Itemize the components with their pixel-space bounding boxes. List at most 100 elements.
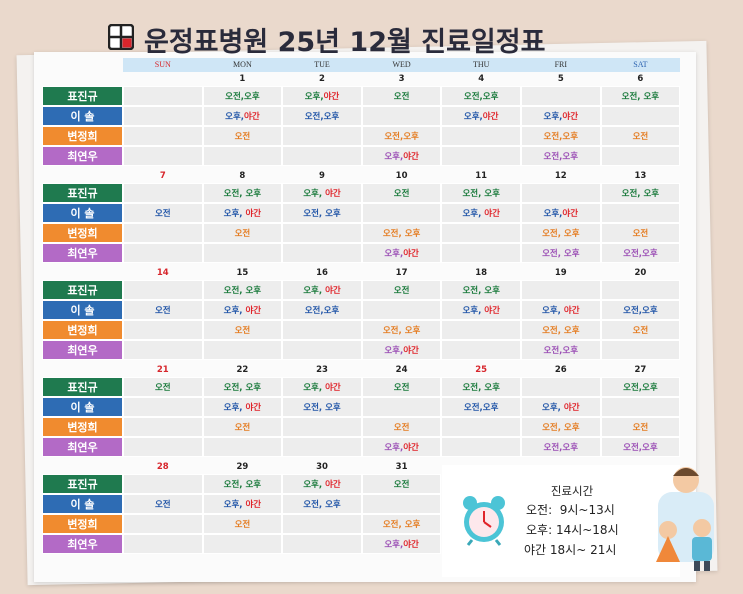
- schedule-cell: 오전,오후: [441, 397, 521, 417]
- schedule-cell: 오후, 야간: [202, 106, 283, 126]
- schedule-cell: 오전: [600, 320, 681, 340]
- day-header: WED: [392, 60, 411, 69]
- schedule-cell: 오전: [361, 280, 442, 300]
- schedule-cell: [123, 86, 203, 106]
- schedule-cell: 오전: [123, 203, 203, 223]
- schedule-cell: [441, 437, 521, 457]
- schedule-cell: [441, 223, 521, 243]
- schedule-cell: [202, 146, 283, 166]
- schedule-cell: 오전: [202, 126, 283, 146]
- schedule-cell: 오전,오후: [521, 437, 601, 457]
- schedule-cell: [600, 280, 681, 300]
- schedule-cell: 오후, 야간: [361, 437, 442, 457]
- date: 4: [478, 74, 485, 84]
- doctor-name: 최연우: [42, 146, 123, 166]
- schedule-cell: [202, 340, 283, 360]
- schedule-cell: 오전,오후: [521, 146, 601, 166]
- schedule-cell: 오전: [361, 377, 442, 397]
- schedule-cell: 오전,오후: [600, 437, 681, 457]
- date: 8: [239, 171, 246, 181]
- schedule-cell: 오후, 야간: [361, 340, 442, 360]
- schedule-cell: [123, 417, 203, 437]
- schedule-cell: [282, 534, 362, 554]
- date: 21: [156, 365, 169, 375]
- schedule-cell: 오후, 야간: [441, 106, 521, 126]
- schedule-cell: [441, 146, 521, 166]
- schedule-cell: [361, 106, 442, 126]
- doctor-name: 이 솔: [42, 203, 123, 223]
- schedule-cell: [123, 106, 203, 126]
- date: 22: [236, 365, 249, 375]
- schedule-cell: [123, 223, 203, 243]
- schedule-cell: [282, 514, 362, 534]
- schedule-cell: 오전,오후: [441, 86, 521, 106]
- date: 25: [475, 365, 488, 375]
- schedule-cell: 오전,오후: [282, 300, 362, 320]
- schedule-cell: 오전: [123, 494, 203, 514]
- doctor-name: 이 솔: [42, 397, 123, 417]
- schedule-cell: 오전,오후: [202, 86, 283, 106]
- schedule-cell: [282, 340, 362, 360]
- schedule-cell: 오전: [202, 320, 283, 340]
- doctor-name: 변정희: [42, 223, 123, 243]
- date: 30: [316, 462, 328, 472]
- schedule-cell: 오전: [600, 223, 681, 243]
- schedule-cell: 오전,오후: [600, 377, 681, 397]
- doctor-illustration: [656, 467, 714, 571]
- schedule-cell: [282, 320, 362, 340]
- day-header: FRI: [554, 60, 568, 69]
- title: 운정표병원 25년 12월 진료일정표: [144, 27, 546, 58]
- schedule-cell: 오전,오후: [600, 243, 681, 263]
- schedule-cell: 오후, 야간: [282, 86, 362, 106]
- schedule-cell: [282, 437, 362, 457]
- schedule-cell: 오후, 야간: [441, 300, 521, 320]
- schedule-cell: 오전,오후: [282, 106, 362, 126]
- schedule-cell: [521, 280, 601, 300]
- schedule-cell: 오전,오후: [600, 300, 681, 320]
- day-header: THU: [472, 60, 490, 69]
- schedule-cell: [361, 397, 442, 417]
- date: 9: [319, 171, 325, 181]
- schedule-cell: 오후, 야간: [521, 300, 601, 320]
- schedule-cell: [521, 86, 601, 106]
- schedule-cell: [123, 243, 203, 263]
- schedule-cell: [202, 534, 283, 554]
- schedule-cell: [361, 494, 442, 514]
- doctor-name: 이 솔: [42, 106, 123, 126]
- schedule-cell: [123, 280, 203, 300]
- schedule-cell: [123, 437, 203, 457]
- schedule-cell: [202, 437, 283, 457]
- schedule-cell: [123, 126, 203, 146]
- schedule-cell: [600, 340, 681, 360]
- schedule-cell: 오전: [600, 126, 681, 146]
- doctor-name: 최연우: [42, 534, 123, 554]
- schedule-cell: 오전: [123, 300, 203, 320]
- schedule-cell: [441, 417, 521, 437]
- schedule-cell: 오전: [202, 223, 283, 243]
- schedule-cell: [361, 203, 442, 223]
- schedule-cell: [123, 534, 203, 554]
- title-icon: [108, 24, 134, 50]
- schedule-cell: [282, 146, 362, 166]
- schedule-cell: [123, 340, 203, 360]
- schedule-cell: 오전, 오후: [521, 243, 601, 263]
- schedule-cell: [361, 300, 442, 320]
- schedule-cell: [282, 223, 362, 243]
- schedule-cell: 오전: [361, 417, 442, 437]
- schedule-cell: 오후, 야간: [282, 377, 362, 397]
- date: 5: [557, 74, 564, 84]
- schedule-cell: 오전, 오후: [282, 397, 362, 417]
- schedule-cell: 오후, 야간: [282, 183, 362, 203]
- date: 24: [395, 365, 408, 375]
- date: 28: [156, 462, 169, 472]
- schedule-cell: 오후, 야간: [521, 397, 601, 417]
- schedule-cell: [441, 126, 521, 146]
- schedule-cell: 오전, 오후: [361, 320, 442, 340]
- date: 16: [316, 268, 328, 278]
- schedule-cell: 오후, 야간: [521, 203, 601, 223]
- schedule-cell: 오전, 오후: [600, 183, 681, 203]
- doctor-name: 표진규: [42, 280, 123, 300]
- schedule-cell: [521, 377, 601, 397]
- doctor-name: 변정희: [42, 320, 123, 340]
- schedule-cell: 오전, 오후: [202, 474, 283, 494]
